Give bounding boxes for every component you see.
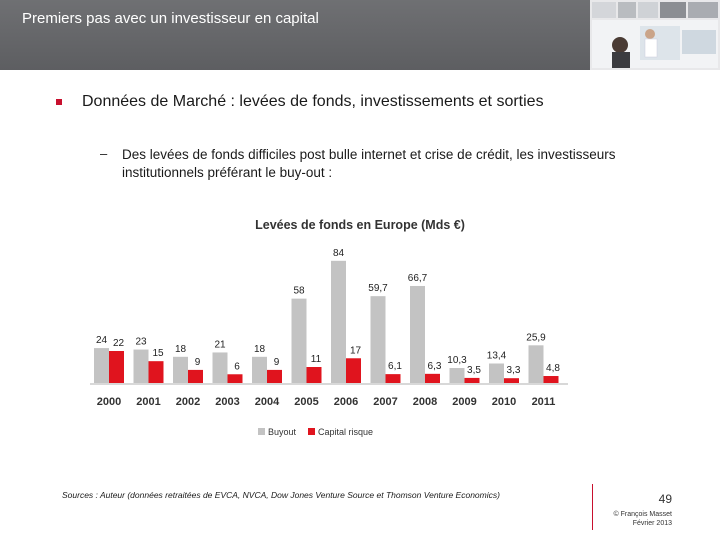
fundraising-bar-chart: Levées de fonds en Europe (Mds €) 24 22 200… (90, 218, 568, 437)
bar-buyout-2001 (133, 349, 149, 383)
bar-capital-risque-2007 (385, 374, 401, 383)
x-tick-label-2009: 2009 (452, 396, 476, 408)
data-label-buyout-2009: 10,3 (447, 355, 467, 366)
bar-capital-risque-2009 (464, 377, 480, 383)
data-label-capital-risque-2006: 17 (350, 345, 362, 356)
data-label-buyout-2005: 58 (293, 286, 305, 297)
legend-swatch-buyout (258, 428, 265, 435)
sub-bullet-dash: – (100, 146, 108, 161)
bar-buyout-2002 (173, 356, 188, 383)
bar-capital-risque-2010 (504, 378, 519, 383)
x-tick-label-2002: 2002 (176, 396, 200, 408)
bar-buyout-2007 (370, 296, 386, 383)
header-bar: Premiers pas avec un investisseur en cap… (0, 0, 720, 70)
x-tick-label-2008: 2008 (413, 396, 437, 408)
data-label-buyout-2001: 23 (135, 337, 147, 348)
bar-buyout-2009 (449, 368, 465, 383)
data-label-capital-risque-2002: 9 (195, 357, 201, 368)
x-tick-label-2001: 2001 (136, 396, 160, 408)
data-label-capital-risque-2010: 3,3 (507, 365, 521, 376)
x-tick-label-2006: 2006 (334, 396, 358, 408)
legend-label-buyout: Buyout (268, 427, 297, 437)
data-label-capital-risque-2011: 4,8 (546, 363, 560, 374)
bar-capital-risque-2000 (109, 351, 124, 383)
data-label-buyout-2008: 66,7 (408, 273, 428, 284)
bar-capital-risque-2001 (148, 361, 164, 383)
x-tick-label-2007: 2007 (373, 396, 397, 408)
page-number: 49 (658, 492, 672, 506)
data-label-buyout-2002: 18 (175, 344, 187, 355)
bar-buyout-2003 (212, 352, 228, 383)
bar-buyout-2008 (410, 285, 425, 383)
copyright-block: © François Masset Février 2013 (590, 510, 672, 528)
x-axis-line (90, 383, 568, 385)
sources-note: Sources : Auteur (données retraitées de … (62, 490, 500, 500)
data-label-buyout-2007: 59,7 (368, 283, 388, 294)
bar-capital-risque-2003 (227, 374, 243, 383)
x-tick-label-2000: 2000 (97, 396, 121, 408)
bar-buyout-2006 (331, 260, 346, 383)
bar-capital-risque-2006 (346, 358, 361, 383)
header-photo-strip (590, 0, 720, 70)
bar-buyout-2005 (291, 298, 307, 383)
x-tick-label-2003: 2003 (215, 396, 239, 408)
copyright-text: © François Masset (613, 511, 672, 518)
sub-bullet-text: Des levées de fonds difficiles post bull… (122, 147, 616, 180)
bar-buyout-2004 (252, 356, 267, 383)
data-label-capital-risque-2005: 11 (311, 354, 322, 365)
legend-label-capital-risque: Capital risque (318, 427, 373, 437)
footer-divider (592, 484, 593, 530)
data-label-buyout-2006: 84 (333, 248, 345, 259)
bar-capital-risque-2008 (425, 373, 440, 383)
bullet-text: Données de Marché : levées de fonds, inv… (82, 93, 544, 110)
data-label-buyout-2004: 18 (254, 344, 266, 355)
slide-title: Premiers pas avec un investisseur en cap… (22, 10, 319, 27)
data-label-buyout-2011: 25,9 (526, 332, 546, 343)
data-label-capital-risque-2003: 6 (234, 361, 240, 372)
data-label-capital-risque-2007: 6,1 (388, 361, 402, 372)
data-label-capital-risque-2001: 15 (152, 348, 164, 359)
data-label-buyout-2003: 21 (214, 339, 226, 350)
bullet-marker (56, 99, 62, 105)
data-label-capital-risque-2009: 3,5 (467, 365, 481, 376)
data-label-buyout-2000: 24 (96, 335, 108, 346)
bar-capital-risque-2005 (306, 367, 322, 383)
bar-buyout-2000 (94, 348, 109, 383)
x-tick-label-2004: 2004 (255, 396, 280, 408)
data-label-capital-risque-2008: 6,3 (428, 361, 442, 372)
data-label-buyout-2010: 13,4 (487, 351, 507, 362)
x-tick-label-2005: 2005 (294, 396, 318, 408)
x-tick-label-2011: 2011 (532, 396, 556, 408)
x-tick-label-2010: 2010 (492, 396, 516, 408)
bar-buyout-2011 (528, 345, 544, 383)
bar-capital-risque-2002 (188, 369, 203, 383)
date-text: Février 2013 (632, 520, 672, 527)
chart-title: Levées de fonds en Europe (Mds €) (255, 218, 465, 232)
data-label-capital-risque-2000: 22 (113, 338, 125, 349)
bar-buyout-2010 (489, 363, 504, 383)
bar-capital-risque-2011 (543, 376, 559, 383)
legend-swatch-capital-risque (308, 428, 315, 435)
data-label-capital-risque-2004: 9 (274, 357, 280, 368)
bar-capital-risque-2004 (267, 369, 282, 383)
